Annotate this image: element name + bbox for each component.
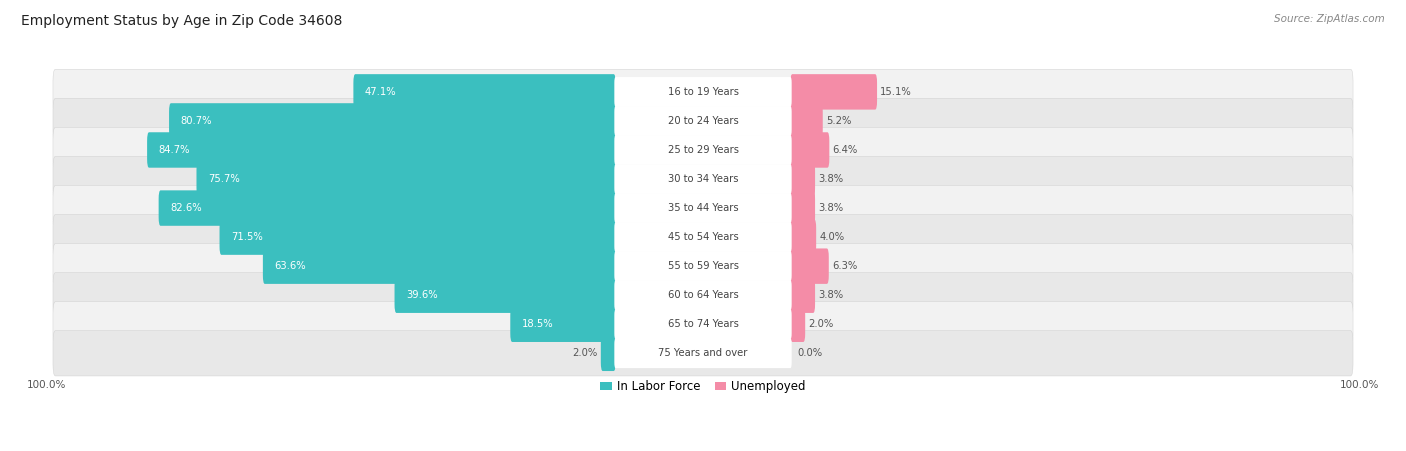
Text: 5.2%: 5.2% <box>825 116 851 126</box>
Text: 4.0%: 4.0% <box>820 232 845 242</box>
Text: 80.7%: 80.7% <box>180 116 212 126</box>
FancyBboxPatch shape <box>614 193 792 223</box>
Text: 55 to 59 Years: 55 to 59 Years <box>668 261 738 271</box>
Text: 3.8%: 3.8% <box>818 203 844 213</box>
Text: 65 to 74 Years: 65 to 74 Years <box>668 319 738 329</box>
Text: 3.8%: 3.8% <box>818 174 844 184</box>
FancyBboxPatch shape <box>790 103 823 138</box>
FancyBboxPatch shape <box>159 190 616 226</box>
Text: 47.1%: 47.1% <box>366 87 396 97</box>
FancyBboxPatch shape <box>614 106 792 136</box>
FancyBboxPatch shape <box>53 302 1353 347</box>
FancyBboxPatch shape <box>614 164 792 194</box>
Text: 63.6%: 63.6% <box>274 261 307 271</box>
FancyBboxPatch shape <box>790 132 830 168</box>
Text: 60 to 64 Years: 60 to 64 Years <box>668 290 738 300</box>
FancyBboxPatch shape <box>614 77 792 107</box>
Text: 71.5%: 71.5% <box>231 232 263 242</box>
FancyBboxPatch shape <box>790 161 815 197</box>
FancyBboxPatch shape <box>148 132 616 168</box>
FancyBboxPatch shape <box>614 339 792 368</box>
Text: 100.0%: 100.0% <box>27 380 66 390</box>
FancyBboxPatch shape <box>790 249 828 284</box>
FancyBboxPatch shape <box>614 222 792 252</box>
Text: 35 to 44 Years: 35 to 44 Years <box>668 203 738 213</box>
FancyBboxPatch shape <box>53 69 1353 115</box>
Text: 39.6%: 39.6% <box>406 290 437 300</box>
Text: 82.6%: 82.6% <box>170 203 201 213</box>
FancyBboxPatch shape <box>790 74 877 110</box>
FancyBboxPatch shape <box>790 277 815 313</box>
FancyBboxPatch shape <box>53 185 1353 231</box>
Text: 16 to 19 Years: 16 to 19 Years <box>668 87 738 97</box>
FancyBboxPatch shape <box>790 190 815 226</box>
Text: Employment Status by Age in Zip Code 34608: Employment Status by Age in Zip Code 346… <box>21 14 343 28</box>
Text: 84.7%: 84.7% <box>159 145 190 155</box>
Text: 2.0%: 2.0% <box>572 348 598 358</box>
Text: 25 to 29 Years: 25 to 29 Years <box>668 145 738 155</box>
FancyBboxPatch shape <box>53 244 1353 289</box>
FancyBboxPatch shape <box>395 277 616 313</box>
FancyBboxPatch shape <box>614 251 792 281</box>
Text: 75 Years and over: 75 Years and over <box>658 348 748 358</box>
Text: 15.1%: 15.1% <box>880 87 912 97</box>
FancyBboxPatch shape <box>790 219 815 255</box>
Text: 45 to 54 Years: 45 to 54 Years <box>668 232 738 242</box>
FancyBboxPatch shape <box>790 307 806 342</box>
Text: 0.0%: 0.0% <box>797 348 823 358</box>
Text: 100.0%: 100.0% <box>1340 380 1379 390</box>
FancyBboxPatch shape <box>53 215 1353 260</box>
Text: 75.7%: 75.7% <box>208 174 239 184</box>
FancyBboxPatch shape <box>169 103 616 138</box>
FancyBboxPatch shape <box>219 219 616 255</box>
FancyBboxPatch shape <box>600 336 616 371</box>
FancyBboxPatch shape <box>614 135 792 165</box>
FancyBboxPatch shape <box>353 74 616 110</box>
FancyBboxPatch shape <box>510 307 616 342</box>
FancyBboxPatch shape <box>614 309 792 339</box>
FancyBboxPatch shape <box>263 249 616 284</box>
FancyBboxPatch shape <box>614 281 792 310</box>
FancyBboxPatch shape <box>197 161 616 197</box>
Text: 6.3%: 6.3% <box>832 261 858 271</box>
Text: 6.4%: 6.4% <box>832 145 858 155</box>
FancyBboxPatch shape <box>53 272 1353 318</box>
Legend: In Labor Force, Unemployed: In Labor Force, Unemployed <box>596 375 810 398</box>
Text: 30 to 34 Years: 30 to 34 Years <box>668 174 738 184</box>
FancyBboxPatch shape <box>53 127 1353 173</box>
Text: 18.5%: 18.5% <box>522 319 554 329</box>
Text: Source: ZipAtlas.com: Source: ZipAtlas.com <box>1274 14 1385 23</box>
FancyBboxPatch shape <box>53 156 1353 202</box>
Text: 3.8%: 3.8% <box>818 290 844 300</box>
FancyBboxPatch shape <box>53 331 1353 376</box>
Text: 2.0%: 2.0% <box>808 319 834 329</box>
Text: 20 to 24 Years: 20 to 24 Years <box>668 116 738 126</box>
FancyBboxPatch shape <box>53 98 1353 143</box>
